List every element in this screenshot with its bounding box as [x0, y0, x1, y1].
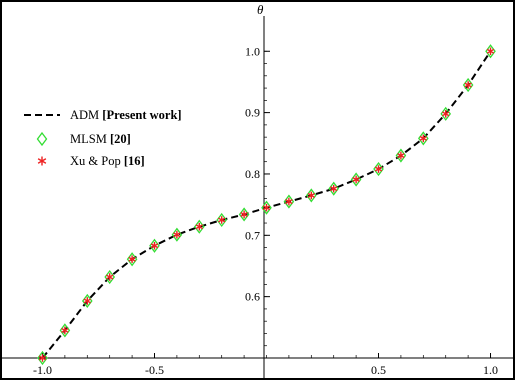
axes: θ -1.0 -0.5 0.5 1.0 0.6 0.7 0.8 0.9 1.0: [2, 2, 513, 378]
asterisk-stroke: [397, 153, 405, 159]
asterisk-stroke: [285, 199, 293, 205]
x-tick-label: -1.0: [33, 363, 52, 377]
xupop-asterisk-point: [195, 222, 203, 231]
xupop-asterisk-point: [419, 134, 427, 143]
legend-entry: Xu & Pop [16]: [37, 154, 145, 168]
asterisk-stroke: [195, 224, 203, 230]
asterisk-stroke: [262, 205, 271, 211]
xupop-asterisk-point: [486, 47, 495, 56]
asterisk-stroke: [150, 243, 159, 249]
y-tick-label: 0.6: [245, 290, 260, 304]
legend-label: MLSM [20]: [70, 132, 131, 146]
xupop-asterisk-point: [38, 354, 47, 362]
legend-reference: [16]: [124, 154, 145, 168]
xupop-asterisk-point: [173, 230, 181, 239]
y-axis-title: θ: [257, 2, 264, 17]
asterisk-stroke: [240, 211, 248, 217]
asterisk-stroke: [173, 232, 181, 238]
legend-series-name: Xu & Pop: [70, 154, 124, 168]
legend-entry: MLSM [20]: [36, 131, 131, 147]
xupop-asterisk-point: [240, 210, 248, 219]
asterisk-stroke: [307, 192, 315, 198]
asterisk-stroke: [61, 327, 69, 333]
xupop-asterisk-point: [83, 297, 91, 305]
legend: ADM [Present work] MLSM [20] Xu & Pop [16]: [24, 108, 182, 168]
asterisk-stroke: [352, 176, 360, 182]
xupop-asterisk-point: [464, 81, 472, 89]
asterisk-stroke: [218, 217, 226, 223]
legend-asterisk-swatch: [37, 156, 47, 166]
xupop-asterisk-point: [285, 197, 293, 206]
asterisk-stroke: [464, 82, 472, 88]
x-tick-label: 1.0: [483, 363, 498, 377]
y-tick-label: 0.8: [245, 167, 260, 181]
xupop-asterisk-point: [352, 175, 360, 184]
xupop-asterisk-point: [330, 184, 338, 193]
xupop-asterisk-point: [106, 273, 114, 281]
asterisk-stroke: [83, 298, 91, 304]
legend-label: ADM [Present work]: [70, 108, 182, 122]
legend-series-name: MLSM: [70, 132, 110, 146]
asterisk-stroke: [486, 48, 495, 54]
y-tick-label: 0.9: [245, 106, 260, 120]
legend-reference: [20]: [110, 132, 131, 146]
xupop-asterisk-point: [218, 216, 226, 224]
legend-entry: ADM [Present work]: [24, 108, 182, 122]
xupop-asterisk-point: [397, 151, 405, 160]
legend-diamond-swatch: [36, 131, 48, 147]
asterisk-stroke: [38, 355, 47, 361]
xupop-asterisk-point: [128, 255, 136, 264]
asterisk-stroke: [37, 158, 47, 164]
y-tick-label: 1.0: [245, 44, 260, 58]
xupop-asterisk-point: [150, 241, 159, 250]
x-tick-label: -0.5: [145, 363, 164, 377]
series-layer: [37, 44, 496, 366]
xupop-asterisk-point: [374, 165, 383, 173]
asterisk-stroke: [106, 274, 114, 280]
xupop-asterisk-point: [262, 203, 271, 212]
asterisk-stroke: [419, 135, 427, 141]
x-tick-label: 0.5: [371, 363, 386, 377]
asterisk-stroke: [330, 186, 338, 192]
legend-reference: [Present work]: [102, 108, 181, 122]
line-chart: θ -1.0 -0.5 0.5 1.0 0.6 0.7 0.8 0.9 1.0 ADM [Pres…: [2, 2, 513, 378]
asterisk-stroke: [374, 166, 383, 172]
xupop-asterisk-point: [442, 110, 450, 118]
y-tick-label: 0.7: [245, 228, 260, 242]
asterisk-stroke: [442, 111, 450, 117]
xupop-asterisk-point: [307, 191, 315, 200]
xupop-asterisk-point: [61, 326, 69, 335]
legend-label: Xu & Pop [16]: [70, 154, 145, 168]
asterisk-stroke: [128, 256, 136, 262]
legend-series-name: ADM: [70, 108, 102, 122]
